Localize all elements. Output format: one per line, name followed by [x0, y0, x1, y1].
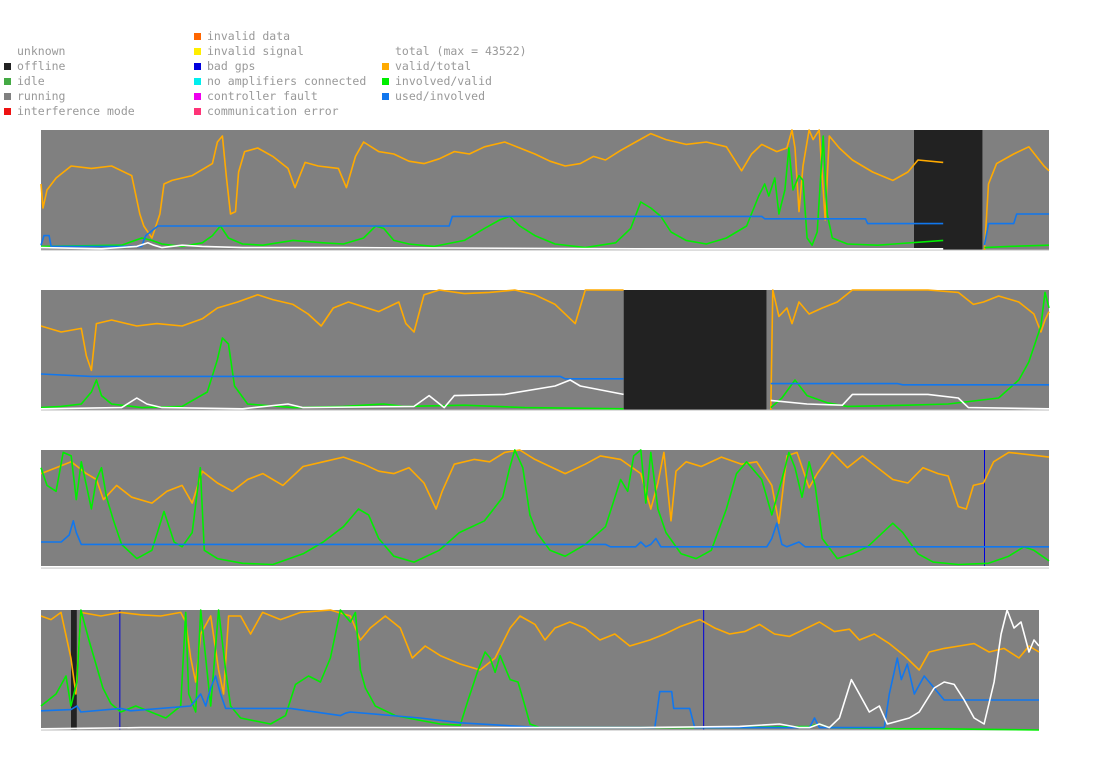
series-line-valid-total [40, 289, 624, 372]
legend-item-no-amplifiers: no amplifiers connected [194, 74, 366, 89]
series-line-valid-total [983, 146, 1050, 251]
legend-label: unknown [17, 44, 66, 58]
legend-swatch [4, 108, 11, 115]
legend-column-errors: invalid data invalid signal bad gps no a… [194, 29, 384, 124]
legend-label: communication error [207, 104, 339, 118]
legend-label: invalid data [207, 29, 291, 43]
status-band-running [982, 130, 1049, 250]
legend-swatch [4, 78, 11, 85]
legend-label: valid/total [395, 59, 472, 73]
legend-swatch [382, 78, 389, 85]
legend-label: involved/valid [395, 74, 492, 88]
status-band-offline [913, 130, 983, 250]
status-band-running [766, 290, 1049, 410]
status-band-offline [70, 610, 77, 730]
legend-swatch [382, 63, 389, 70]
legend-label: controller fault [207, 89, 318, 103]
legend-item-used-involved: used/involved [382, 89, 485, 104]
legend-swatch [194, 78, 201, 85]
legend-label: no amplifiers connected [207, 74, 367, 88]
legend-item-interference-mode: interference mode [4, 104, 135, 119]
legend-column-statuses: unknown offline idle running interferenc… [4, 44, 184, 124]
legend-swatch [194, 108, 201, 115]
series-line-involved-valid [40, 449, 1050, 566]
legend-label: idle [17, 74, 45, 88]
legend-item-bad-gps: bad gps [194, 59, 255, 74]
legend-item-involved-valid: involved/valid [382, 74, 492, 89]
chart-panel-1 [40, 129, 1050, 251]
series-line-used-involved [40, 215, 944, 248]
legend-item-invalid-signal: invalid signal [194, 44, 304, 59]
status-band-running [41, 450, 1049, 568]
series-line-used-involved [770, 382, 1049, 386]
legend-swatch [194, 63, 201, 70]
series-line-total [770, 393, 1050, 410]
legend-swatch [194, 33, 201, 40]
legend-item-idle: idle [4, 74, 45, 89]
series-line-valid-total [40, 449, 1050, 524]
legend-swatch [194, 48, 201, 55]
legend-column-series: total (max = 43522) valid/total involved… [382, 44, 552, 109]
legend-label: offline [17, 59, 66, 73]
series-line-involved-valid [40, 337, 624, 410]
status-band-offline [623, 290, 767, 410]
legend-item-running: running [4, 89, 65, 104]
legend-label: invalid signal [207, 44, 304, 58]
chart-panel-3 [40, 449, 1050, 569]
series-line-valid-total [40, 129, 944, 239]
legend-label: used/involved [395, 89, 486, 103]
legend-swatch [194, 93, 201, 100]
status-band-running [76, 610, 1040, 730]
legend-item-communication-error: communication error [194, 104, 339, 119]
legend-label: total (max = 43522) [395, 44, 527, 58]
legend-swatch [4, 63, 11, 70]
legend-label: running [17, 89, 66, 103]
legend-item-controller-fault: controller fault [194, 89, 318, 104]
series-line-involved-valid [984, 244, 1050, 249]
chart-panel-2 [40, 289, 1050, 411]
series-line-total [40, 379, 624, 410]
legend-item-invalid-data: invalid data [194, 29, 290, 44]
legend-item-total: total (max = 43522) [382, 44, 527, 59]
legend-swatch [382, 93, 389, 100]
legend-label: bad gps [207, 59, 256, 73]
series-line-valid-total [40, 609, 1040, 695]
legend-item-valid-total: valid/total [382, 59, 471, 74]
legend-item-unknown: unknown [4, 44, 65, 59]
legend-item-offline: offline [4, 59, 65, 74]
legend-label: interference mode [17, 104, 135, 118]
status-band-running [41, 610, 71, 730]
series-line-valid-total [770, 289, 1050, 411]
series-line-total [40, 609, 1040, 730]
series-line-used-involved [41, 520, 1049, 548]
chart-panel-4 [40, 609, 1040, 731]
series-line-involved-valid [40, 135, 944, 249]
series-line-involved-valid [770, 291, 1050, 409]
legend-swatch [4, 93, 11, 100]
status-band-running [41, 290, 624, 410]
series-line-total [40, 242, 944, 250]
series-line-used-involved [983, 213, 1049, 246]
series-line-used-involved [40, 373, 624, 380]
